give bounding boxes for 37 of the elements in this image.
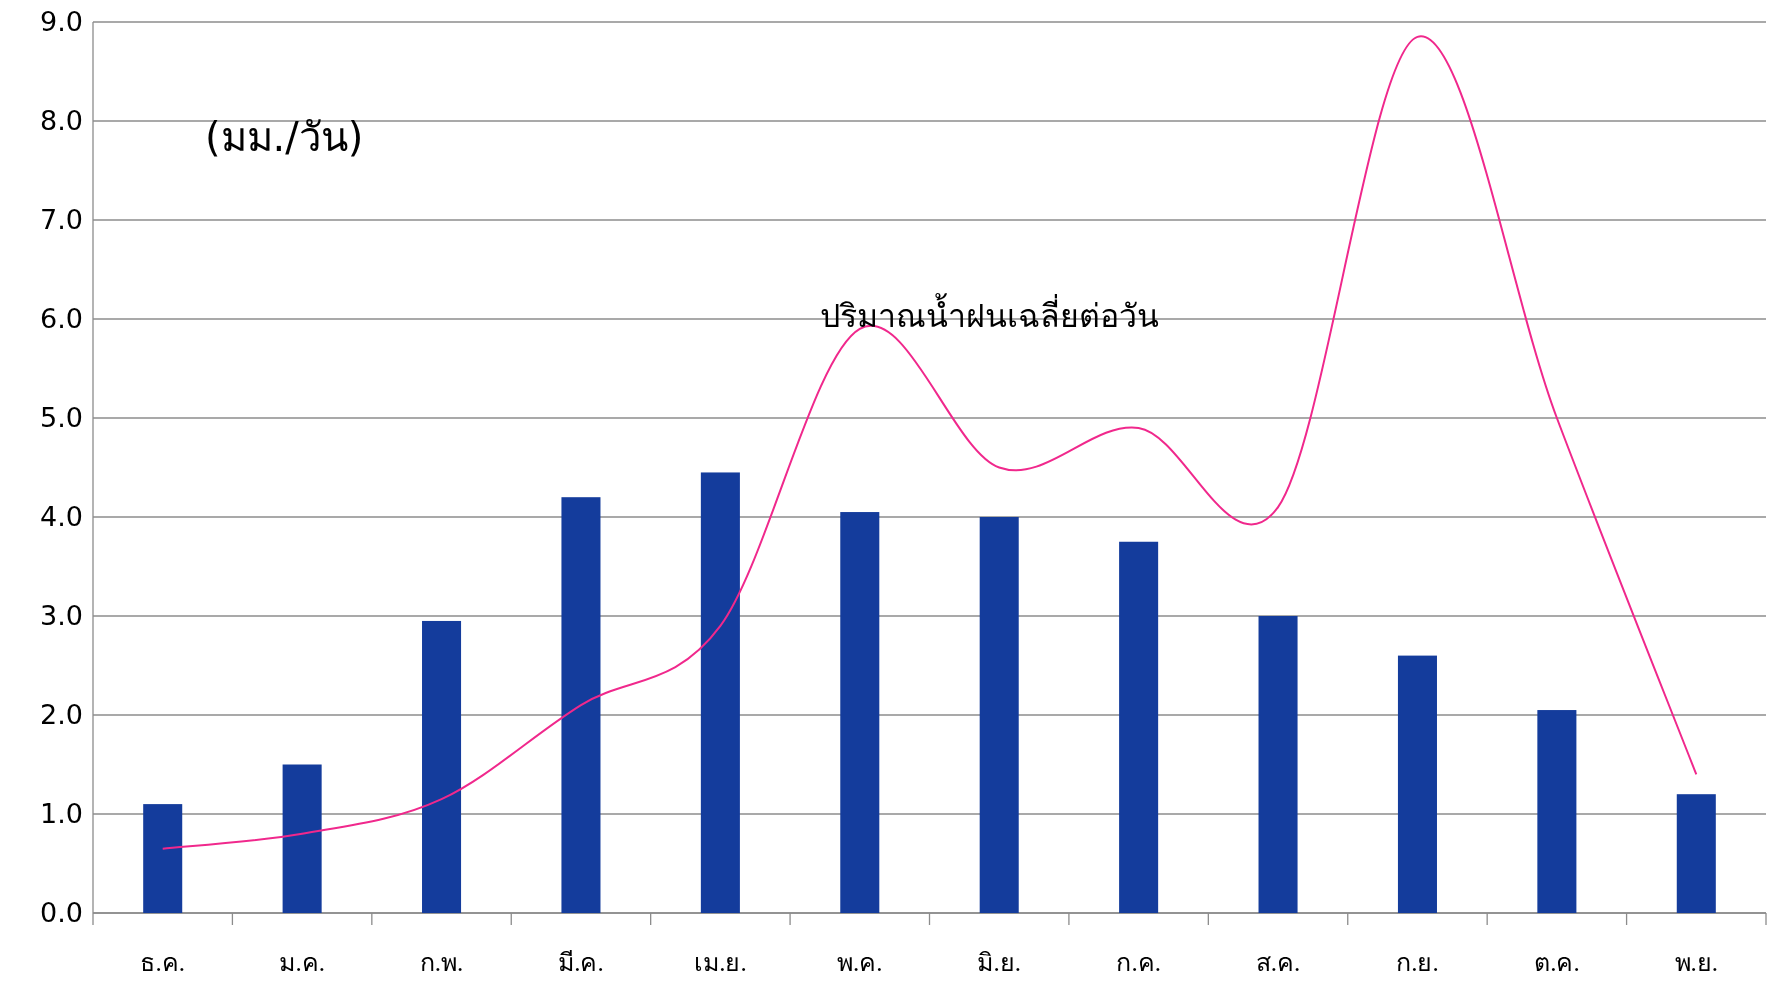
x-tick-label: เม.ย. xyxy=(694,949,747,976)
x-tick-label: มิ.ย. xyxy=(977,949,1021,976)
bar xyxy=(422,620,462,913)
x-tick-label: ธ.ค. xyxy=(140,949,185,976)
x-tick-label: ม.ค. xyxy=(279,949,325,976)
bar xyxy=(282,764,322,913)
x-tick-label: พ.ย. xyxy=(1674,949,1719,976)
y-tick-label: 0.0 xyxy=(40,897,83,928)
y-tick-label: 3.0 xyxy=(40,600,83,631)
bar xyxy=(979,517,1019,913)
bar xyxy=(1119,541,1159,913)
series-label: ปริมาณน้ำฝนเฉลี่ยต่อวัน xyxy=(819,292,1159,335)
bar xyxy=(1676,794,1716,913)
bar xyxy=(840,512,880,913)
bar xyxy=(143,804,183,913)
y-tick-label: 9.0 xyxy=(40,6,83,37)
x-tick-label: พ.ค. xyxy=(837,949,883,976)
x-tick-label: มี.ค. xyxy=(558,949,604,976)
x-tick-label: ต.ค. xyxy=(1534,949,1580,976)
bar xyxy=(561,497,601,913)
bar xyxy=(1397,655,1437,913)
x-tick-label: ก.ย. xyxy=(1396,949,1439,976)
y-tick-label: 5.0 xyxy=(40,402,83,433)
bar xyxy=(1537,710,1577,913)
y-axis-title: (มม./วัน) xyxy=(205,113,364,160)
y-tick-label: 8.0 xyxy=(40,105,83,136)
x-tick-label: ส.ค. xyxy=(1255,949,1301,976)
bar xyxy=(1258,616,1298,913)
y-tick-label: 2.0 xyxy=(40,699,83,730)
y-tick-label: 1.0 xyxy=(40,798,83,829)
x-tick-label: ก.ค. xyxy=(1116,949,1161,976)
y-tick-label: 6.0 xyxy=(40,303,83,334)
y-tick-label: 7.0 xyxy=(40,204,83,235)
y-tick-label: 4.0 xyxy=(40,501,83,532)
x-tick-label: ก.พ. xyxy=(419,949,464,976)
bar xyxy=(700,472,740,913)
line-series xyxy=(161,35,1698,850)
